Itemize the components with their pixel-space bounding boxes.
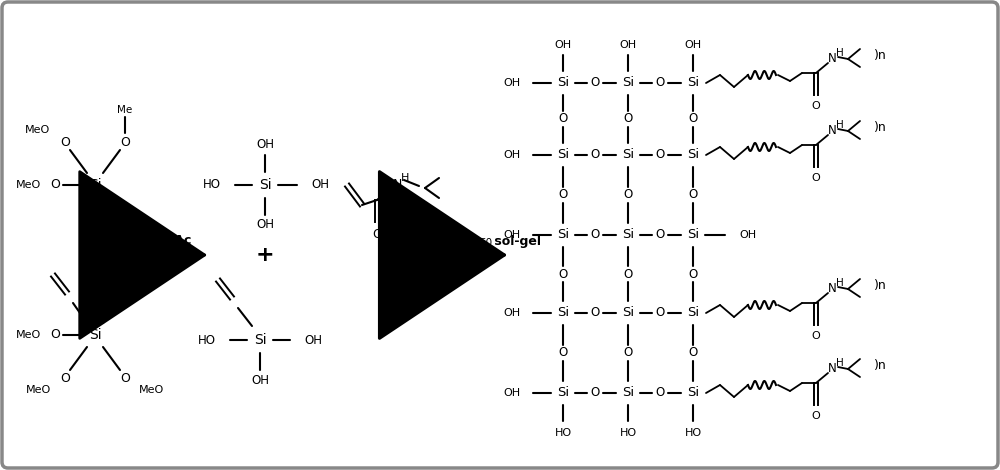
Text: OH: OH xyxy=(256,139,274,151)
Text: O: O xyxy=(688,267,698,281)
Text: O: O xyxy=(812,331,820,341)
Text: Si: Si xyxy=(687,306,699,320)
Text: N: N xyxy=(828,362,836,376)
Text: OH: OH xyxy=(619,40,637,50)
Text: H: H xyxy=(401,173,409,183)
Text: HAc: HAc xyxy=(165,235,193,248)
Text: Si: Si xyxy=(557,228,569,242)
Text: O: O xyxy=(623,267,633,281)
Text: O: O xyxy=(655,306,665,320)
Text: )n: )n xyxy=(874,120,887,133)
Text: N: N xyxy=(828,125,836,138)
Text: 50: 50 xyxy=(479,238,492,248)
Text: OH: OH xyxy=(504,78,521,88)
Text: +: + xyxy=(86,245,104,265)
Text: Si: Si xyxy=(622,77,634,89)
Text: O: O xyxy=(90,219,100,232)
Text: O: O xyxy=(590,386,600,400)
Text: Me: Me xyxy=(117,254,133,264)
Text: )n: )n xyxy=(874,48,887,62)
Text: OH: OH xyxy=(504,150,521,160)
Text: N: N xyxy=(828,53,836,65)
Text: Si: Si xyxy=(89,178,101,192)
Text: OH: OH xyxy=(256,219,274,232)
Text: Si: Si xyxy=(259,178,271,192)
Text: O: O xyxy=(688,188,698,202)
Text: V: V xyxy=(464,233,474,247)
Text: N: N xyxy=(392,178,402,190)
Text: H: H xyxy=(836,48,844,58)
Text: Si: Si xyxy=(557,77,569,89)
Text: OH: OH xyxy=(304,334,322,346)
Text: Si: Si xyxy=(557,149,569,162)
Text: O: O xyxy=(120,371,130,384)
Text: HO: HO xyxy=(198,334,216,346)
Text: Si: Si xyxy=(557,386,569,400)
Text: O: O xyxy=(558,112,568,125)
Text: Si: Si xyxy=(622,228,634,242)
Text: OH: OH xyxy=(504,230,521,240)
Text: HO: HO xyxy=(203,179,221,191)
Text: O: O xyxy=(655,228,665,242)
Text: OH: OH xyxy=(504,388,521,398)
Text: Me: Me xyxy=(87,256,103,266)
Text: Si: Si xyxy=(557,306,569,320)
Text: +: + xyxy=(256,245,274,265)
Text: H: H xyxy=(836,278,844,288)
Text: Si: Si xyxy=(622,386,634,400)
Text: H: H xyxy=(836,358,844,368)
Text: N: N xyxy=(828,282,836,296)
Text: O: O xyxy=(50,329,60,342)
Text: OH: OH xyxy=(554,40,572,50)
Text: O: O xyxy=(50,179,60,191)
Text: )n: )n xyxy=(874,279,887,291)
Text: O: O xyxy=(590,77,600,89)
Text: OH: OH xyxy=(739,230,756,240)
Text: MeO: MeO xyxy=(16,180,41,190)
Text: Si: Si xyxy=(254,333,266,347)
Text: O: O xyxy=(688,346,698,360)
Text: Si: Si xyxy=(687,149,699,162)
Text: MeO: MeO xyxy=(16,330,41,340)
Text: Me: Me xyxy=(117,105,133,115)
Text: MeO: MeO xyxy=(25,125,50,135)
Text: H: H xyxy=(836,120,844,130)
Text: OH: OH xyxy=(684,40,702,50)
Text: Si: Si xyxy=(622,149,634,162)
Text: )n: )n xyxy=(874,359,887,371)
Text: O: O xyxy=(623,188,633,202)
Text: O: O xyxy=(655,149,665,162)
Text: O: O xyxy=(590,228,600,242)
Text: O: O xyxy=(60,135,70,149)
Text: OH: OH xyxy=(251,374,269,386)
Text: O: O xyxy=(623,346,633,360)
Text: MeO: MeO xyxy=(26,385,51,395)
Text: Si: Si xyxy=(622,306,634,320)
Text: O: O xyxy=(623,112,633,125)
Text: O: O xyxy=(372,228,382,242)
Text: sol-gel: sol-gel xyxy=(490,235,541,248)
Text: O: O xyxy=(590,149,600,162)
Text: O: O xyxy=(60,371,70,384)
Text: Si: Si xyxy=(687,77,699,89)
Text: O: O xyxy=(812,173,820,183)
Text: Si: Si xyxy=(687,228,699,242)
Text: OH: OH xyxy=(311,179,329,191)
Text: O: O xyxy=(558,267,568,281)
Text: Si: Si xyxy=(687,386,699,400)
Text: O: O xyxy=(655,77,665,89)
Text: O: O xyxy=(688,112,698,125)
Text: HO: HO xyxy=(554,428,572,438)
Text: O: O xyxy=(558,188,568,202)
Text: O: O xyxy=(120,285,130,298)
Text: HO: HO xyxy=(684,428,702,438)
Text: O: O xyxy=(812,411,820,421)
Text: O: O xyxy=(655,386,665,400)
Text: O: O xyxy=(120,135,130,149)
Text: MeO: MeO xyxy=(139,385,164,395)
Text: HO: HO xyxy=(619,428,637,438)
Text: OH: OH xyxy=(504,308,521,318)
Text: O: O xyxy=(590,306,600,320)
Text: O: O xyxy=(558,346,568,360)
